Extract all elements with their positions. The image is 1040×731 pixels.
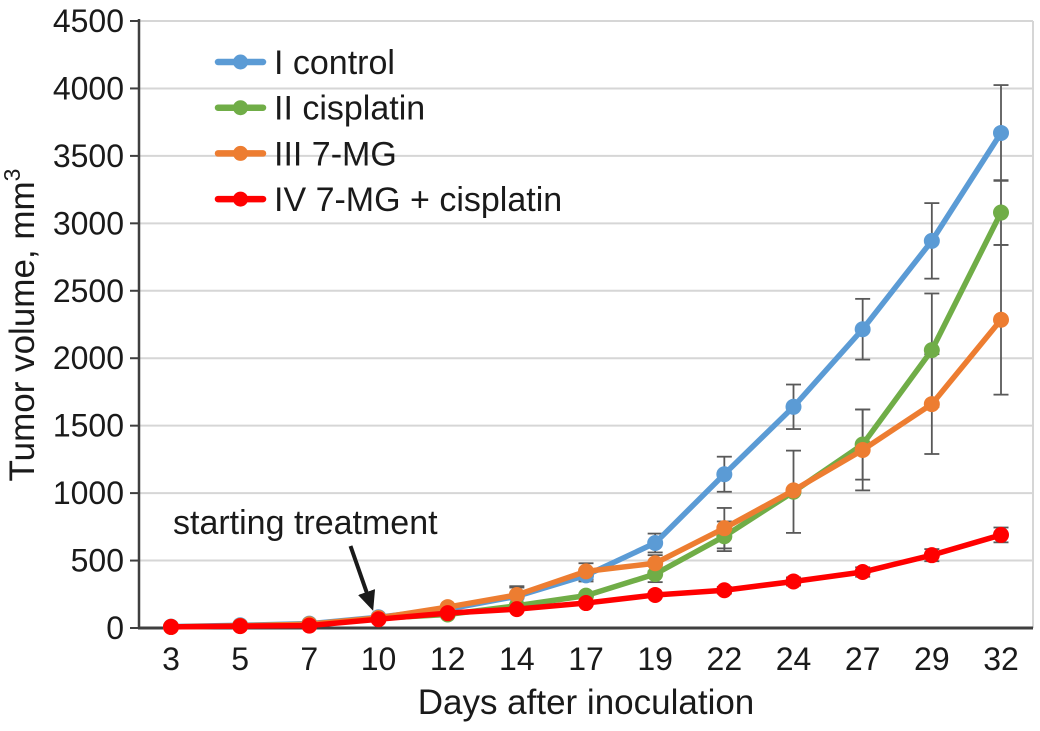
y-tick-label-1500: 1500 (53, 408, 124, 444)
x-tick-label-24: 24 (776, 641, 812, 677)
data-point-i-control-day-27 (854, 321, 871, 338)
legend-label-iii-7-mg: III 7-MG (274, 135, 397, 173)
plot-grid (139, 20, 1034, 628)
legend: I control II cisplatin III 7-MG IV 7-MG + c… (214, 44, 562, 219)
annotation: starting treatment (173, 504, 438, 611)
annotation-text: starting treatment (173, 504, 438, 542)
legend-marker-ii-cisplatin (233, 100, 248, 116)
data-point-iii-7-mg-day-32 (993, 311, 1009, 328)
y-tick-label-500: 500 (71, 543, 124, 579)
data-point-i-control-day-24 (785, 398, 802, 415)
x-tick-label-29: 29 (914, 641, 950, 677)
data-point-iv-7-mg-cisplatin-day-29 (923, 547, 940, 564)
x-tick-label-27: 27 (845, 641, 881, 677)
x-tick-label-3: 3 (162, 641, 180, 677)
y-tick-label-2000: 2000 (53, 340, 124, 376)
legend-label-i-control: I control (274, 44, 395, 82)
data-point-iii-7-mg-day-27 (854, 441, 871, 458)
x-tick-label-22: 22 (707, 641, 743, 677)
data-point-iv-7-mg-cisplatin-day-10 (370, 611, 387, 628)
data-point-iv-7-mg-cisplatin-day-12 (439, 605, 456, 622)
series-iii-7-mg (163, 311, 1009, 635)
error-bars-ii-cisplatin (647, 179, 1009, 584)
x-axis-ticks: 3 5 7 10 12 14 17 19 22 24 27 29 32 (162, 641, 1019, 677)
data-point-ii-cisplatin-day-29 (923, 342, 940, 359)
y-axis-ticks: 0 500 1000 1500 2000 2500 3000 3500 4000 4500 (53, 3, 139, 646)
legend-item-ii-cisplatin: II cisplatin (214, 90, 425, 128)
data-point-i-control-day-29 (923, 232, 940, 249)
y-tick-label-0: 0 (106, 610, 124, 646)
data-point-iv-7-mg-cisplatin-day-7 (301, 617, 318, 634)
data-point-iv-7-mg-cisplatin-day-3 (163, 618, 179, 635)
data-point-i-control-day-32 (993, 124, 1009, 141)
y-tick-label-1000: 1000 (53, 475, 124, 511)
data-point-iv-7-mg-cisplatin-day-22 (716, 582, 733, 599)
legend-label-iv-7-mg-cisplatin: IV 7-MG + cisplatin (274, 181, 562, 219)
data-point-ii-cisplatin-day-32 (993, 204, 1009, 221)
x-tick-label-5: 5 (231, 641, 249, 677)
x-tick-label-14: 14 (499, 641, 535, 677)
x-axis-label: Days after inoculation (418, 683, 755, 722)
y-axis-label: Tumor volume, mm3 (0, 169, 42, 482)
data-point-i-control-day-22 (716, 466, 733, 483)
data-point-iv-7-mg-cisplatin-day-27 (854, 564, 871, 581)
data-point-iv-7-mg-cisplatin-day-24 (785, 573, 802, 590)
data-point-i-control-day-19 (647, 535, 664, 552)
data-point-iii-7-mg-day-22 (716, 520, 733, 537)
legend-item-iii-7-mg: III 7-MG (214, 135, 397, 173)
x-tick-label-12: 12 (430, 641, 466, 677)
data-point-iii-7-mg-day-24 (785, 482, 802, 499)
legend-label-ii-cisplatin: II cisplatin (274, 90, 425, 128)
data-point-iii-7-mg-day-17 (578, 563, 594, 580)
data-point-iii-7-mg-day-19 (647, 555, 664, 572)
x-tick-label-7: 7 (300, 641, 318, 677)
legend-marker-i-control (233, 54, 248, 70)
x-tick-label-32: 32 (983, 641, 1019, 677)
y-tick-label-2500: 2500 (53, 273, 124, 309)
y-tick-label-4500: 4500 (53, 3, 124, 39)
legend-item-i-control: I control (214, 44, 395, 82)
y-tick-label-4000: 4000 (53, 70, 124, 106)
annotation-arrow (348, 545, 376, 611)
data-point-iv-7-mg-cisplatin-day-19 (647, 586, 664, 603)
legend-marker-iii-7-mg (233, 145, 248, 161)
data-point-iii-7-mg-day-29 (923, 396, 940, 413)
data-point-iii-7-mg-day-14 (508, 586, 525, 603)
x-tick-label-10: 10 (361, 641, 397, 677)
x-tick-label-19: 19 (637, 641, 673, 677)
legend-item-iv-7-mg-cisplatin: IV 7-MG + cisplatin (214, 181, 562, 219)
legend-marker-iv-7-mg-cisplatin (233, 191, 248, 207)
y-tick-label-3500: 3500 (53, 138, 124, 174)
data-point-iv-7-mg-cisplatin-day-32 (993, 526, 1009, 543)
data-point-iv-7-mg-cisplatin-day-14 (508, 601, 525, 618)
y-tick-label-3000: 3000 (53, 205, 124, 241)
series-iv-7-mg-cisplatin (163, 526, 1009, 635)
data-point-iv-7-mg-cisplatin-day-17 (578, 595, 594, 612)
x-tick-label-17: 17 (568, 641, 604, 677)
data-point-iv-7-mg-cisplatin-day-5 (232, 618, 249, 635)
